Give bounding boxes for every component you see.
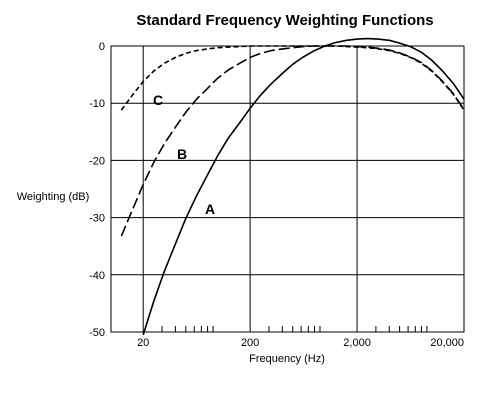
curve-a-weighting bbox=[142, 37, 465, 336]
x-tick-labels: 20 200 2,000 20,000 bbox=[137, 337, 464, 349]
curve-label-b: B bbox=[177, 146, 187, 162]
y-tick-label: 0 bbox=[99, 41, 105, 53]
x-tick-label: 20 bbox=[137, 337, 149, 349]
y-tick-label: -40 bbox=[89, 270, 105, 282]
y-axis-label: Weighting (dB) bbox=[17, 191, 90, 203]
x-axis-label: Frequency (Hz) bbox=[249, 353, 325, 365]
x-tick-label: 20,000 bbox=[430, 337, 464, 349]
curve-c-weighting bbox=[120, 45, 465, 111]
y-tick-labels: 0 -10 -20 -30 -40 -50 bbox=[89, 41, 105, 339]
minor-ticks bbox=[161, 326, 428, 332]
weighting-curves bbox=[120, 37, 465, 336]
curve-label-c: C bbox=[153, 92, 163, 108]
x-tick-label: 2,000 bbox=[343, 337, 371, 349]
plot-frame bbox=[110, 45, 465, 333]
chart-title: Standard Frequency Weighting Functions bbox=[136, 12, 433, 29]
grid-lines bbox=[111, 45, 465, 333]
y-tick-label: -30 bbox=[89, 213, 105, 225]
curve-b-weighting bbox=[120, 45, 465, 237]
x-tick-label: 200 bbox=[241, 337, 259, 349]
y-tick-label: -10 bbox=[89, 98, 105, 110]
curve-labels: A B C bbox=[153, 92, 215, 217]
y-tick-label: -20 bbox=[89, 155, 105, 167]
curve-label-a: A bbox=[205, 201, 215, 217]
y-tick-label: -50 bbox=[89, 327, 105, 339]
